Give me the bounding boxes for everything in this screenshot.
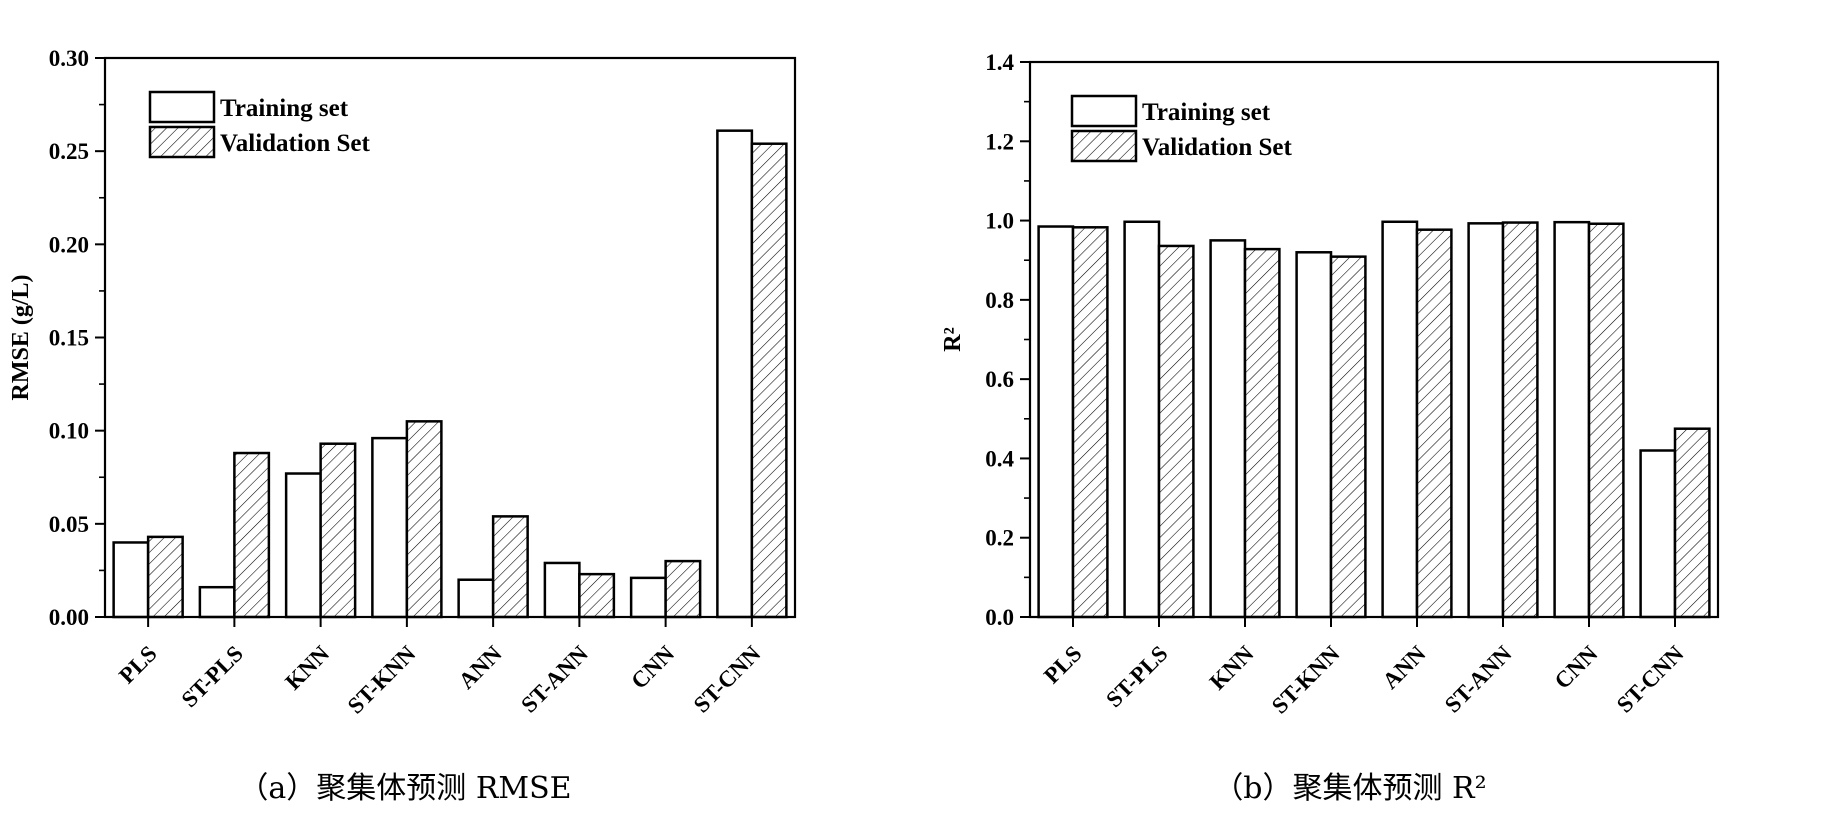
r2-y-tick-label: 0.2 (985, 526, 1014, 551)
rmse-y-tick-label: 0.05 (49, 512, 89, 537)
rmse-y-tick-label: 0.20 (49, 232, 89, 257)
r2-bar-training-ann (1381, 220, 1419, 619)
rmse-x-tick-label-ann: ANN (454, 641, 507, 694)
rmse-x-tick-label-st-knn: ST-KNN (343, 641, 421, 719)
rmse-legend-label-training: Training set (220, 95, 349, 122)
r2-bar-validation-st-pls (1157, 244, 1195, 619)
r2-bar-validation-pls (1071, 226, 1109, 619)
r2-y-ticks: 0.0 0.2 0.4 0.6 0.8 1.0 1.2 1.4 (985, 50, 1030, 630)
rmse-x-tick-label-st-pls: ST-PLS (177, 641, 248, 712)
r2-y-tick-label: 0.4 (985, 446, 1014, 471)
rmse-y-tick-label: 0.00 (49, 605, 89, 630)
rmse-y-tick-label: 0.10 (49, 419, 89, 444)
rmse-legend-swatch-validation (148, 125, 216, 159)
r2-chart-panel: 0.00.20.40.60.81.01.21.4 PLS ST-PLS KNN ST-… (940, 50, 1720, 806)
r2-y-tick-label: 1.2 (985, 129, 1014, 154)
rmse-x-tick-label-cnn: CNN (626, 641, 679, 694)
rmse-bar-validation-ann (491, 515, 529, 619)
r2-bar-training-st-ann (1467, 222, 1505, 619)
r2-bar-validation-st-knn (1329, 255, 1367, 619)
rmse-bars (112, 129, 788, 619)
rmse-chart-panel: 0.00 0.05 0.10 0.15 0.20 0.25 0.30 PLS ST-PLS KN… (8, 46, 797, 806)
rmse-y-tick-label: 0.25 (49, 139, 89, 164)
r2-x-tick-label-pls: PLS (1039, 641, 1087, 689)
rmse-bar-validation-knn (319, 442, 357, 619)
rmse-bar-validation-st-ann (578, 572, 616, 619)
rmse-bar-training-st-knn (371, 436, 409, 619)
rmse-bar-validation-st-cnn (750, 142, 788, 619)
r2-x-tick-label-ann: ANN (1378, 641, 1431, 694)
r2-legend-swatch-training (1070, 94, 1138, 128)
rmse-y-tick-label: 0.30 (49, 46, 89, 71)
r2-bar-validation-st-cnn (1673, 427, 1711, 619)
r2-x-tick-label-st-cnn: ST-CNN (1612, 641, 1689, 718)
r2-x-tick-label-cnn: CNN (1550, 641, 1603, 694)
r2-bar-validation-cnn (1587, 222, 1625, 619)
r2-caption: （b）聚集体预测 R² (1213, 771, 1486, 806)
rmse-bar-validation-pls (146, 535, 184, 619)
r2-bar-training-cnn (1553, 220, 1591, 619)
r2-x-ticks: PLS ST-PLS KNN ST-KNN ANN ST-ANN CNN ST-CNN (1039, 617, 1689, 718)
r2-bar-validation-knn (1243, 247, 1281, 619)
r2-y-tick-label: 0.8 (985, 288, 1014, 313)
r2-y-tick-label: 0.0 (985, 605, 1014, 630)
rmse-y-axis-label: RMSE (g/L) (8, 275, 34, 401)
rmse-legend: Training set Validation Set (148, 90, 370, 159)
r2-legend-label-training: Training set (1142, 99, 1271, 126)
r2-legend: Training set Validation Set (1070, 94, 1292, 163)
rmse-bar-training-pls (112, 541, 150, 619)
r2-x-tick-label-st-ann: ST-ANN (1440, 641, 1517, 718)
rmse-caption: （a）聚集体预测 RMSE (238, 771, 571, 806)
rmse-bar-validation-cnn (664, 559, 702, 619)
r2-y-tick-label: 1.0 (985, 209, 1014, 234)
r2-bar-validation-st-ann (1501, 221, 1539, 619)
r2-bars (1037, 220, 1711, 619)
rmse-bar-training-st-pls (198, 585, 236, 619)
rmse-x-ticks: PLS ST-PLS KNN ST-KNN ANN ST-ANN CNN ST-CNN (114, 617, 766, 718)
r2-x-tick-label-st-pls: ST-PLS (1101, 641, 1172, 712)
rmse-legend-swatch-training (148, 90, 216, 124)
rmse-bar-training-cnn (629, 576, 667, 619)
r2-x-tick-label-st-knn: ST-KNN (1267, 641, 1345, 719)
rmse-bar-training-knn (284, 472, 322, 619)
r2-x-tick-label-knn: KNN (1205, 641, 1259, 695)
r2-bar-validation-ann (1415, 228, 1453, 619)
rmse-x-tick-label-pls: PLS (114, 641, 162, 689)
rmse-x-tick-label-st-cnn: ST-CNN (689, 641, 766, 718)
rmse-y-tick-label: 0.15 (49, 326, 89, 351)
r2-bar-training-knn (1209, 239, 1247, 619)
rmse-y-ticks: 0.00 0.05 0.10 0.15 0.20 0.25 0.30 (49, 46, 105, 630)
rmse-x-tick-label-st-ann: ST-ANN (516, 641, 593, 718)
r2-bar-training-st-pls (1123, 220, 1161, 619)
r2-bar-training-pls (1037, 225, 1075, 619)
r2-y-tick-label: 0.6 (985, 367, 1014, 392)
r2-legend-label-validation: Validation Set (1142, 134, 1292, 161)
r2-y-tick-label: 1.4 (985, 50, 1014, 75)
rmse-legend-label-validation: Validation Set (220, 130, 370, 157)
rmse-bar-validation-st-pls (233, 451, 271, 619)
rmse-bar-training-ann (457, 578, 495, 619)
r2-bar-training-st-knn (1295, 251, 1333, 619)
r2-bar-training-st-cnn (1639, 449, 1677, 619)
rmse-bar-training-st-ann (543, 561, 581, 619)
r2-legend-swatch-validation (1070, 129, 1138, 163)
rmse-bar-training-st-cnn (716, 129, 754, 619)
rmse-bar-validation-st-knn (405, 420, 443, 619)
rmse-x-tick-label-knn: KNN (280, 641, 334, 695)
r2-y-axis-label: R² (940, 327, 966, 352)
